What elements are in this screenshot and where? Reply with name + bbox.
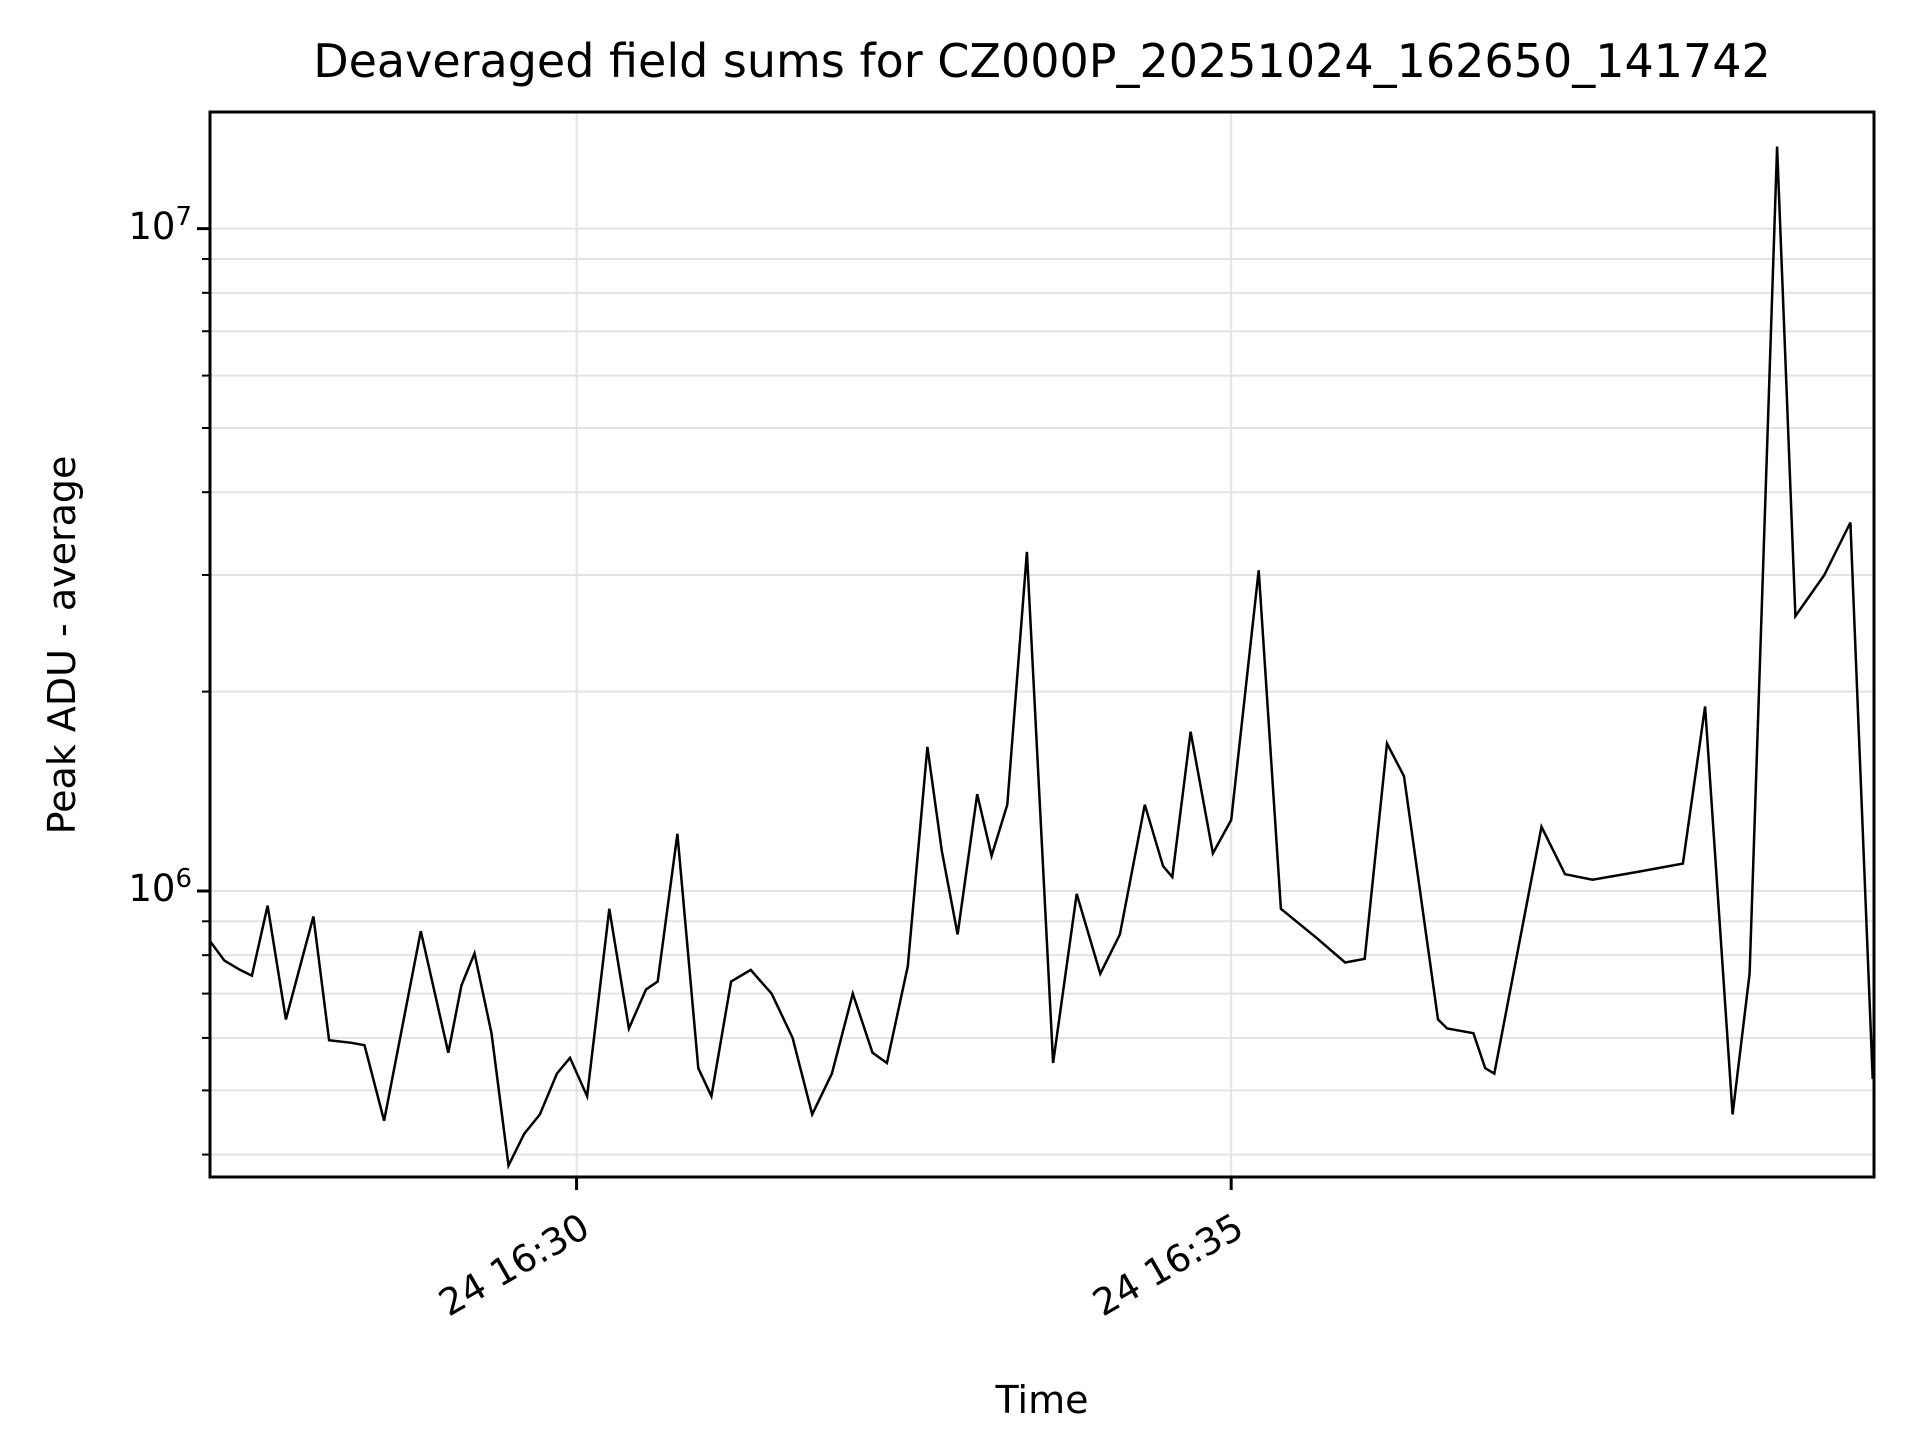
data-line [208,146,1874,1170]
plot-area [197,110,1876,1190]
y-axis-label: Peak ADU - average [40,455,84,835]
axes-box [208,110,1876,1179]
x-tick-label: 24 16:35 [1085,1205,1251,1325]
x-axis-label: Time [995,1378,1089,1422]
x-tick-label: 24 16:30 [431,1205,597,1325]
y-tick-label: 107 [128,201,192,248]
y-tick-label: 106 [128,863,192,910]
chart-title: Deaveraged field sums for CZ000P_2025102… [313,34,1771,88]
